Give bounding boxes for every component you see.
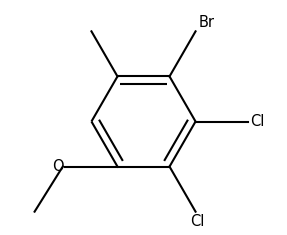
Text: Br: Br xyxy=(198,15,214,30)
Text: Cl: Cl xyxy=(190,214,204,229)
Text: Cl: Cl xyxy=(250,114,265,129)
Text: O: O xyxy=(53,159,64,174)
